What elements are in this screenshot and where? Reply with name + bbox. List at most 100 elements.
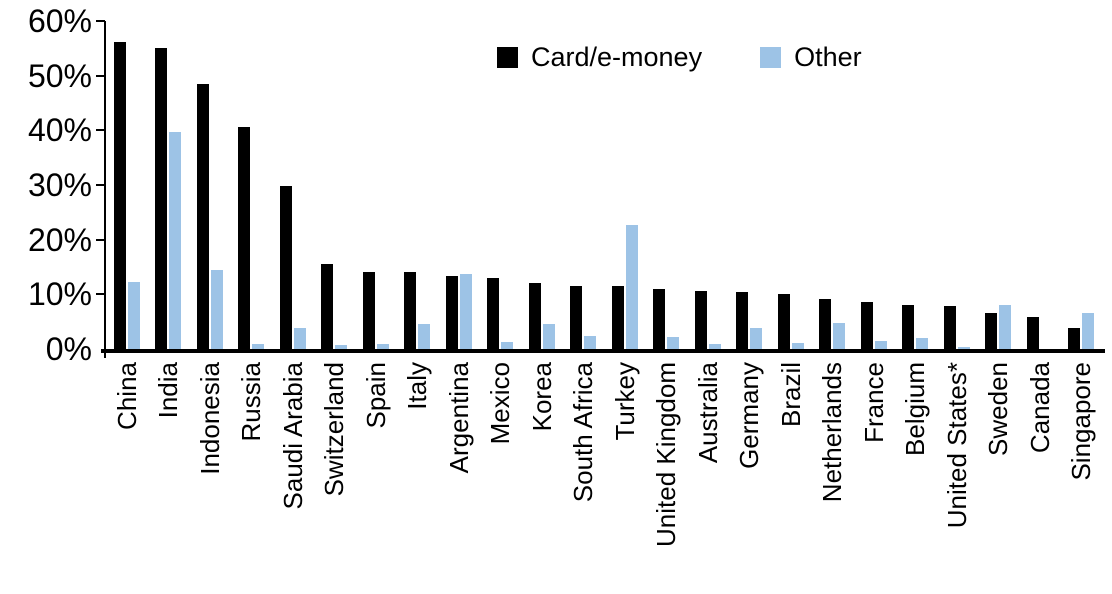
y-tick-mark xyxy=(96,20,105,22)
x-label-cell: China xyxy=(106,362,148,592)
bar-card-e-money xyxy=(777,294,790,349)
bar-card-e-money xyxy=(528,283,541,349)
x-label-cell: India xyxy=(148,362,190,592)
x-label-cell: Russia xyxy=(231,362,273,592)
bar-other xyxy=(916,338,929,349)
y-tick-mark xyxy=(96,293,105,296)
bar-group-china xyxy=(106,21,148,349)
bar-other xyxy=(459,274,472,349)
bar-other xyxy=(957,347,970,349)
bar-group-singapore xyxy=(1061,21,1103,349)
bar-group-india xyxy=(148,21,190,349)
x-label-cell: Canada xyxy=(1019,362,1061,592)
bar-other xyxy=(376,344,389,349)
bar-card-e-money xyxy=(238,127,251,349)
x-label-cell: Sweden xyxy=(978,362,1020,592)
x-tick-label: China xyxy=(111,362,142,430)
bar-group-italy xyxy=(397,21,439,349)
bar-card-e-money xyxy=(819,299,832,349)
x-label-cell: Brazil xyxy=(770,362,812,592)
legend-swatch-other xyxy=(760,47,782,68)
y-tick-label: 20% xyxy=(27,221,92,258)
x-axis-labels: China India Indonesia Russia Saudi Arabia Swi… xyxy=(106,362,1102,592)
bar-group-united-states xyxy=(936,21,978,349)
x-label-cell: United States* xyxy=(936,362,978,592)
x-label-cell: Korea xyxy=(521,362,563,592)
bar-group-netherlands xyxy=(812,21,854,349)
x-label-cell: Netherlands xyxy=(812,362,854,592)
bar-other xyxy=(625,225,638,349)
bar-card-e-money xyxy=(1068,328,1081,349)
bar-card-e-money xyxy=(445,276,458,349)
x-tick-label: Sweden xyxy=(983,362,1014,456)
x-tick-label: Saudi Arabia xyxy=(277,362,308,510)
bar-group-korea xyxy=(521,21,563,349)
bar-card-e-money xyxy=(902,305,915,349)
x-label-cell: France xyxy=(853,362,895,592)
x-label-cell: United Kingdom xyxy=(646,362,688,592)
x-label-cell: Italy xyxy=(397,362,439,592)
y-tick-label: 60% xyxy=(27,3,92,39)
y-tick-label: 50% xyxy=(27,57,92,94)
x-tick-label: Singapore xyxy=(1066,362,1097,481)
bar-other xyxy=(750,328,763,349)
x-label-cell: Saudi Arabia xyxy=(272,362,314,592)
y-axis-line xyxy=(104,21,106,358)
bar-other xyxy=(127,282,140,349)
bar-group-argentina xyxy=(438,21,480,349)
bar-card-e-money xyxy=(1026,317,1039,349)
x-tick-label: Korea xyxy=(526,362,557,432)
bar-group-canada xyxy=(1019,21,1061,349)
bar-other xyxy=(169,132,182,349)
x-tick-label: Spain xyxy=(360,362,391,429)
x-tick-label: South Africa xyxy=(568,362,599,503)
bar-card-e-money xyxy=(653,289,666,349)
bar-group-switzerland xyxy=(314,21,356,349)
plot-area xyxy=(106,21,1102,349)
bar-card-e-money xyxy=(694,291,707,349)
bar-other xyxy=(708,344,721,349)
legend-label-card-e-money: Card/e-money xyxy=(531,42,703,72)
legend-item-other: Other xyxy=(760,42,862,73)
y-tick-mark xyxy=(96,74,105,77)
bar-other xyxy=(252,344,265,349)
bar-card-e-money xyxy=(736,292,749,349)
bar-other xyxy=(542,324,555,349)
x-axis-line xyxy=(101,349,1105,353)
y-tick-mark xyxy=(96,184,105,186)
legend-swatch-card-e-money xyxy=(497,47,518,68)
bar-group-france xyxy=(853,21,895,349)
y-tick-label: 30% xyxy=(27,167,92,203)
x-tick-label: Turkey xyxy=(609,362,640,441)
x-tick-label: Switzerland xyxy=(319,362,350,497)
bar-other xyxy=(833,323,846,349)
bar-other xyxy=(418,324,431,349)
x-tick-label: Belgium xyxy=(900,362,931,456)
x-label-cell: Germany xyxy=(729,362,771,592)
bar-group-germany xyxy=(729,21,771,349)
bar-other xyxy=(667,337,680,349)
x-tick-label: France xyxy=(858,362,889,443)
x-tick-label: Canada xyxy=(1024,362,1055,454)
x-tick-label: United Kingdom xyxy=(651,362,682,547)
x-label-cell: Spain xyxy=(355,362,397,592)
bar-card-e-money xyxy=(362,272,375,349)
x-label-cell: Turkey xyxy=(604,362,646,592)
bar-card-e-money xyxy=(487,278,500,349)
bar-card-e-money xyxy=(155,48,168,349)
bar-group-belgium xyxy=(895,21,937,349)
bar-group-south-africa xyxy=(563,21,605,349)
x-label-cell: Belgium xyxy=(895,362,937,592)
x-tick-label: Russia xyxy=(236,362,267,442)
bar-series xyxy=(106,21,1102,349)
y-tick-label: 40% xyxy=(27,112,92,149)
x-tick-label: Indonesia xyxy=(194,362,225,475)
x-tick-label: India xyxy=(153,362,184,419)
x-tick-label: Netherlands xyxy=(817,362,848,503)
bar-group-mexico xyxy=(480,21,522,349)
bar-other xyxy=(1082,313,1095,349)
bar-card-e-money xyxy=(611,286,624,349)
bar-group-brazil xyxy=(770,21,812,349)
bar-other xyxy=(874,341,887,349)
